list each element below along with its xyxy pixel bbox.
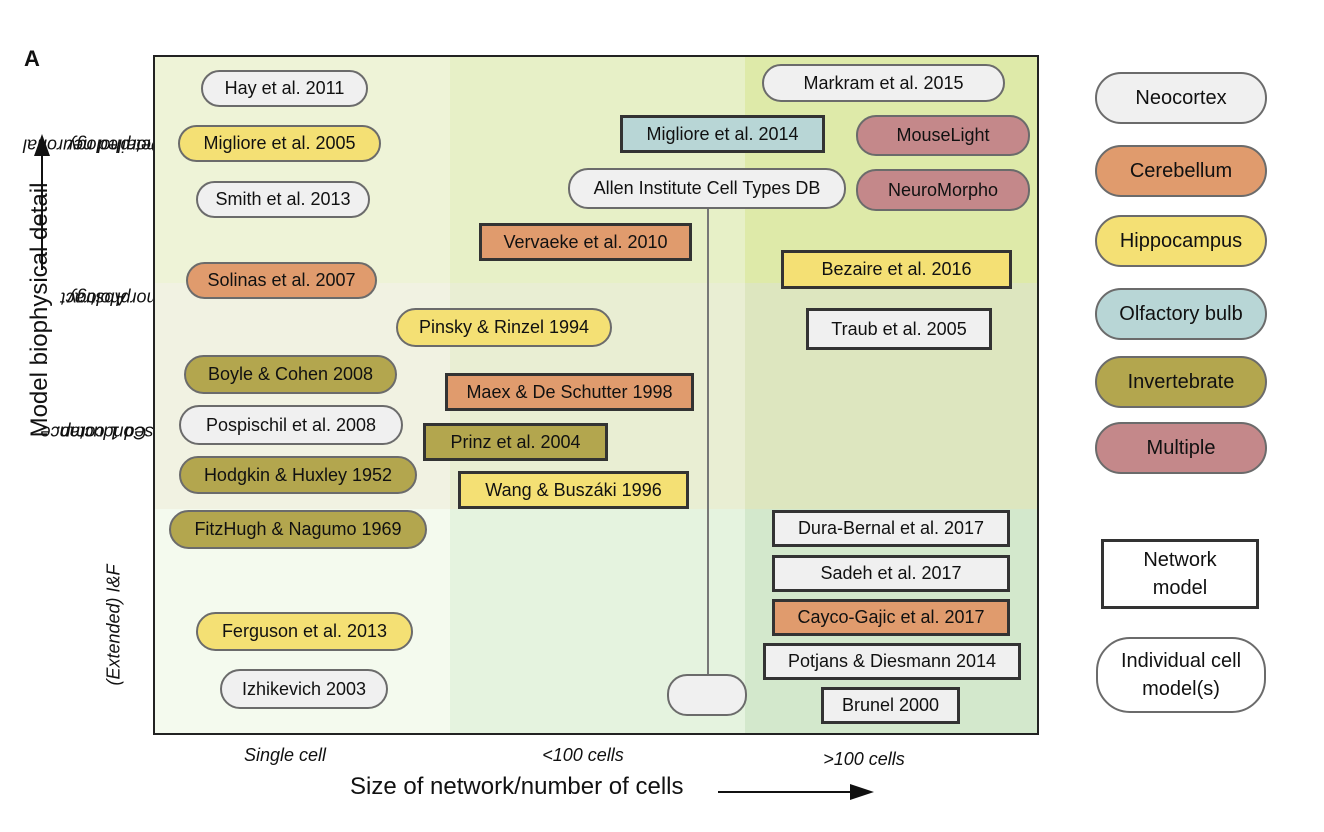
model-bezaire-2016: Bezaire et al. 2016 (781, 250, 1012, 289)
model-cayco-gajic-2017: Cayco-Gajic et al. 2017 (772, 599, 1010, 636)
model-smith-2013: Smith et al. 2013 (196, 181, 370, 218)
model-pospischil-2008: Pospischil et al. 2008 (179, 405, 403, 445)
model-brunel-2000: Brunel 2000 (821, 687, 960, 724)
model-dura-bernal-2017: Dura-Bernal et al. 2017 (772, 510, 1010, 547)
legend-cerebellum: Cerebellum (1095, 145, 1267, 197)
legend-olfactory-bulb: Olfactory bulb (1095, 288, 1267, 340)
model-fitzhugh-nagumo-1969: FitzHugh & Nagumo 1969 (169, 510, 427, 549)
y-axis-arrow (34, 134, 50, 270)
panel-letter: A (24, 46, 40, 71)
model-vervaeke-2010: Vervaeke et al. 2010 (479, 223, 692, 261)
model-allen-institute-db: Allen Institute Cell Types DB (568, 168, 846, 209)
x-tick-under-100: <100 cells (542, 745, 624, 765)
model-mouselight: MouseLight (856, 115, 1030, 156)
x-axis-arrow (718, 784, 874, 800)
model-neuromorpho: NeuroMorpho (856, 169, 1030, 211)
x-tick-over-100: >100 cells (823, 749, 905, 769)
model-ferguson-2013: Ferguson et al. 2013 (196, 612, 413, 651)
model-markram-2015: Markram et al. 2015 (762, 64, 1005, 102)
model-pinsky-rinzel-1994: Pinsky & Rinzel 1994 (396, 308, 612, 347)
x-tick-single-cell: Single cell (243, 745, 327, 765)
model-migliore-2005: Migliore et al. 2005 (178, 125, 381, 162)
model-potjans-diesmann-2014: Potjans & Diesmann 2014 (763, 643, 1021, 680)
model-hay-2011: Hay et al. 2011 (201, 70, 368, 107)
model-izhikevich-2003: Izhikevich 2003 (220, 669, 388, 709)
legend-neocortex: Neocortex (1095, 72, 1267, 124)
legend-multiple: Multiple (1095, 422, 1267, 474)
legend-hippocampus: Hippocampus (1095, 215, 1267, 267)
model-hodgkin-huxley-1952: Hodgkin & Huxley 1952 (179, 456, 417, 494)
model-sadeh-2017: Sadeh et al. 2017 (772, 555, 1010, 592)
model-solinas-2007: Solinas et al. 2007 (186, 262, 377, 299)
legend-invertebrate: Invertebrate (1095, 356, 1267, 408)
model-boyle-cohen-2008: Boyle & Cohen 2008 (184, 355, 397, 394)
legend-network-model: Network model (1101, 539, 1259, 609)
model-wang-buszaki-1996: Wang & Buszáki 1996 (458, 471, 689, 509)
model-prinz-2004: Prinz et al. 2004 (423, 423, 608, 461)
legend-individual-cell-model: Individual cell model(s) (1096, 637, 1266, 713)
model-maex-deschutter-1998: Maex & De Schutter 1998 (445, 373, 694, 411)
allen-connector-line (707, 204, 709, 674)
x-axis-label: Size of network/number of cells (350, 773, 684, 800)
model-migliore-2014: Migliore et al. 2014 (620, 115, 825, 153)
model-traub-2005: Traub et al. 2005 (806, 308, 992, 350)
allen-bottom-node (667, 674, 747, 716)
